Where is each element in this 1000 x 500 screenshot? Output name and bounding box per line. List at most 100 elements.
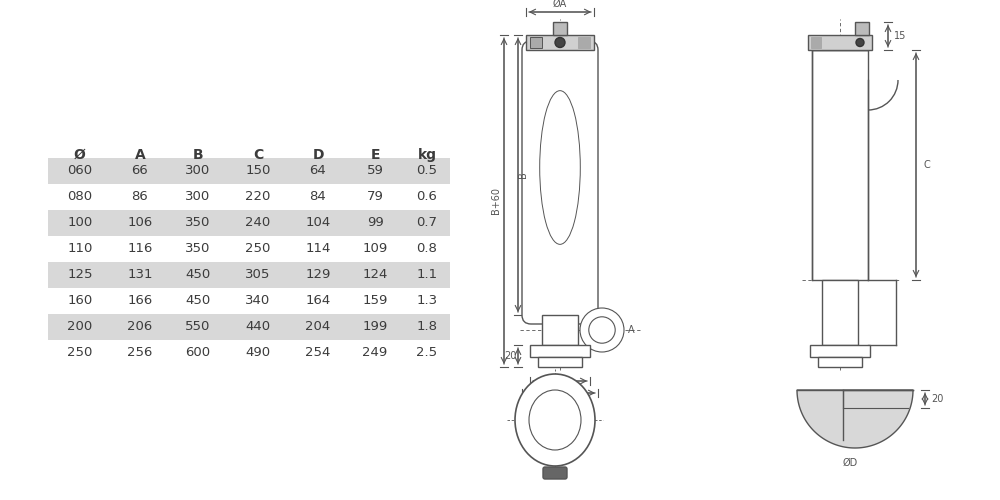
- Text: 450: 450: [185, 294, 211, 308]
- Text: 305: 305: [245, 268, 271, 281]
- Text: 0.7: 0.7: [416, 216, 438, 230]
- Text: 2.5: 2.5: [416, 346, 438, 360]
- Text: 0.6: 0.6: [417, 190, 437, 203]
- Text: 104: 104: [305, 216, 331, 230]
- Text: B+60: B+60: [491, 188, 501, 214]
- Text: 100: 100: [67, 216, 93, 230]
- Bar: [530, 345, 590, 357]
- Bar: [526, 35, 594, 50]
- Text: 600: 600: [185, 346, 211, 360]
- Bar: [811, 37, 821, 48]
- Text: 249: 249: [362, 346, 388, 360]
- Text: 240: 240: [245, 216, 271, 230]
- Bar: [48, 236, 450, 262]
- Bar: [542, 315, 578, 345]
- Bar: [48, 262, 450, 288]
- Text: 256: 256: [127, 346, 153, 360]
- Bar: [48, 210, 450, 236]
- Ellipse shape: [515, 374, 595, 466]
- Text: 84: 84: [310, 190, 326, 203]
- Bar: [822, 280, 858, 345]
- Text: 164: 164: [305, 294, 331, 308]
- FancyBboxPatch shape: [522, 41, 598, 324]
- Text: 220: 220: [245, 190, 271, 203]
- Bar: [48, 288, 450, 314]
- Text: 250: 250: [67, 346, 93, 360]
- Text: 52: 52: [554, 383, 566, 393]
- Text: 114: 114: [305, 242, 331, 256]
- Text: 66: 66: [132, 164, 148, 177]
- Text: 300: 300: [185, 190, 211, 203]
- Text: 59: 59: [367, 164, 383, 177]
- Text: 204: 204: [305, 320, 331, 334]
- Text: 060: 060: [67, 164, 93, 177]
- Text: 200: 200: [67, 320, 93, 334]
- Text: 131: 131: [127, 268, 153, 281]
- Text: 1.8: 1.8: [416, 320, 438, 334]
- Circle shape: [580, 308, 624, 352]
- Text: Ø: Ø: [74, 148, 86, 162]
- Bar: [553, 22, 567, 35]
- Text: 199: 199: [362, 320, 388, 334]
- Text: 64: 64: [310, 164, 326, 177]
- Bar: [855, 22, 869, 35]
- Text: 86: 86: [132, 190, 148, 203]
- Text: B: B: [193, 148, 203, 162]
- Text: 1.3: 1.3: [416, 294, 438, 308]
- Text: 1.1: 1.1: [416, 268, 438, 281]
- Text: ØD: ØD: [842, 458, 858, 468]
- Bar: [48, 314, 450, 340]
- Text: 79: 79: [367, 190, 383, 203]
- FancyBboxPatch shape: [543, 467, 567, 479]
- Text: C: C: [923, 160, 930, 170]
- Text: 110: 110: [67, 242, 93, 256]
- Bar: [530, 37, 542, 48]
- Text: 254: 254: [305, 346, 331, 360]
- Text: 0.8: 0.8: [417, 242, 437, 256]
- Text: 206: 206: [127, 320, 153, 334]
- Text: 0.5: 0.5: [416, 164, 438, 177]
- Text: 550: 550: [185, 320, 211, 334]
- Polygon shape: [797, 390, 913, 448]
- Circle shape: [555, 38, 565, 48]
- Text: B: B: [518, 172, 528, 178]
- Text: 99: 99: [367, 216, 383, 230]
- Text: 150: 150: [245, 164, 271, 177]
- Text: 116: 116: [127, 242, 153, 256]
- Text: 490: 490: [245, 346, 271, 360]
- Bar: [48, 158, 450, 184]
- Bar: [812, 50, 868, 280]
- Text: 20: 20: [931, 394, 943, 404]
- Text: 125: 125: [67, 268, 93, 281]
- Text: C: C: [253, 148, 263, 162]
- Circle shape: [589, 317, 615, 343]
- Bar: [48, 340, 450, 366]
- Text: 340: 340: [245, 294, 271, 308]
- Circle shape: [856, 38, 864, 46]
- Bar: [578, 37, 590, 48]
- Text: 080: 080: [67, 190, 93, 203]
- Text: 160: 160: [67, 294, 93, 308]
- Bar: [808, 35, 872, 50]
- Text: kg: kg: [418, 148, 436, 162]
- Text: A: A: [135, 148, 145, 162]
- Text: 300: 300: [185, 164, 211, 177]
- Text: 124: 124: [362, 268, 388, 281]
- Text: 350: 350: [185, 242, 211, 256]
- Ellipse shape: [540, 90, 580, 244]
- Text: 440: 440: [245, 320, 271, 334]
- Text: 20: 20: [504, 351, 516, 361]
- Text: 15: 15: [894, 31, 906, 41]
- Text: ØE: ØE: [553, 396, 567, 406]
- Text: 106: 106: [127, 216, 153, 230]
- Bar: [818, 357, 862, 367]
- Text: 129: 129: [305, 268, 331, 281]
- Text: E: E: [370, 148, 380, 162]
- Bar: [538, 357, 582, 367]
- Text: D: D: [312, 148, 324, 162]
- Text: 166: 166: [127, 294, 153, 308]
- Text: A: A: [628, 325, 635, 335]
- Text: 450: 450: [185, 268, 211, 281]
- Text: 250: 250: [245, 242, 271, 256]
- Bar: [810, 345, 870, 357]
